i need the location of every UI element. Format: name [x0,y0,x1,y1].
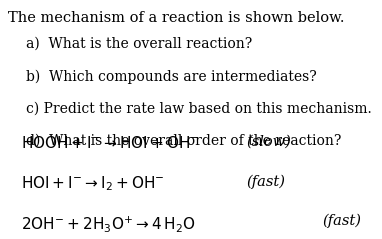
Text: $\mathrm{HOOH + I^{-} \rightarrow HOI + OH^{-}}$: $\mathrm{HOOH + I^{-} \rightarrow HOI + … [21,135,199,151]
Text: $\mathrm{HOI + I^{-} \rightarrow I_2 + OH^{-}}$: $\mathrm{HOI + I^{-} \rightarrow I_2 + O… [21,174,165,193]
Text: (fast): (fast) [246,174,285,189]
Text: The mechanism of a reaction is shown below.: The mechanism of a reaction is shown bel… [8,11,345,25]
Text: c) Predict the rate law based on this mechanism.: c) Predict the rate law based on this me… [26,102,372,116]
Text: a)  What is the overall reaction?: a) What is the overall reaction? [26,37,252,51]
Text: b)  Which compounds are intermediates?: b) Which compounds are intermediates? [26,69,317,84]
Text: d)  What is the overall order of the reaction?: d) What is the overall order of the reac… [26,134,342,148]
Text: $\mathrm{2OH^{-} + 2H_3O^{+} \rightarrow 4\,H_2O}$: $\mathrm{2OH^{-} + 2H_3O^{+} \rightarrow… [21,214,196,234]
Text: (slow): (slow) [246,135,291,149]
Text: (fast): (fast) [323,214,362,228]
